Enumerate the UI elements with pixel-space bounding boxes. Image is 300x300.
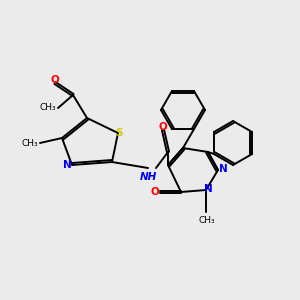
Text: N: N	[63, 160, 71, 170]
Text: S: S	[115, 128, 123, 138]
Text: N: N	[204, 184, 212, 194]
Text: CH₃: CH₃	[39, 103, 56, 112]
Text: NH: NH	[140, 172, 157, 182]
Text: O: O	[51, 75, 59, 85]
Text: CH₃: CH₃	[199, 216, 215, 225]
Text: O: O	[159, 122, 167, 132]
Text: CH₃: CH₃	[21, 139, 38, 148]
Text: O: O	[151, 187, 159, 197]
Text: N: N	[219, 164, 227, 174]
